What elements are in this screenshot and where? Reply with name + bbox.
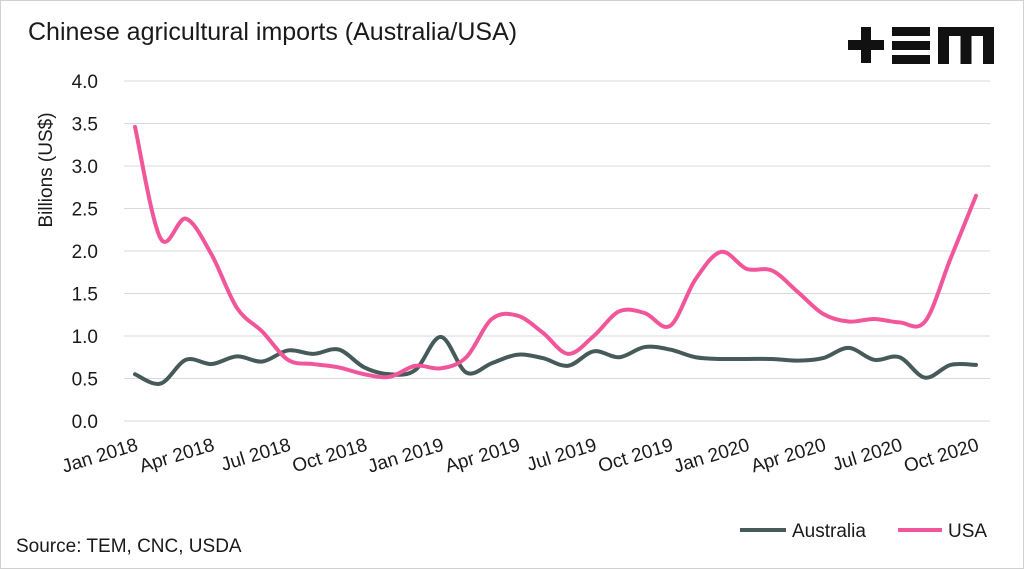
y-tick-label: 2.5 — [72, 200, 98, 221]
legend-label-australia: Australia — [792, 521, 866, 542]
y-tick-label: 4.0 — [72, 72, 98, 93]
legend-label-usa: USA — [948, 521, 987, 542]
x-tick-label: Jul 2018 — [219, 435, 294, 476]
series-line-usa — [133, 124, 978, 380]
x-tick-label: Apr 2018 — [137, 435, 217, 478]
x-tick-label: Jan 2018 — [60, 435, 141, 478]
y-axis-label: Billions (US$) — [36, 112, 57, 227]
y-tick-label: 0.0 — [72, 412, 98, 433]
x-tick-label: Jul 2020 — [830, 435, 905, 476]
chart-title: Chinese agricultural imports (Australia/… — [28, 18, 518, 46]
x-tick-label: Oct 2019 — [596, 435, 676, 478]
legend: Australia USA — [740, 521, 987, 542]
x-tick-label: Oct 2018 — [290, 435, 370, 478]
y-tick-label: 3.5 — [72, 115, 98, 136]
y-tick-label: 1.0 — [72, 327, 98, 348]
series-line-australia — [133, 334, 978, 386]
x-tick-label: Jan 2020 — [671, 435, 752, 478]
y-tick-label: 0.5 — [72, 370, 98, 391]
x-tick-label: Jul 2019 — [524, 435, 599, 476]
y-tick-label: 3.0 — [72, 157, 98, 178]
x-tick-label: Apr 2019 — [443, 435, 523, 478]
x-tick-label: Jan 2019 — [365, 435, 446, 478]
gridlines — [124, 80, 990, 422]
tem-logo-icon — [848, 27, 994, 64]
series-lines — [133, 124, 978, 386]
y-axis-ticks: 0.0 0.5 1.0 1.5 2.0 2.5 3.0 3.5 4.0 — [72, 72, 98, 433]
y-tick-label: 2.0 — [72, 242, 98, 263]
x-tick-label: Oct 2020 — [902, 435, 982, 478]
source-note: Source: TEM, CNC, USDA — [16, 536, 242, 557]
x-tick-label: Apr 2020 — [749, 435, 829, 478]
y-tick-label: 1.5 — [72, 285, 98, 306]
